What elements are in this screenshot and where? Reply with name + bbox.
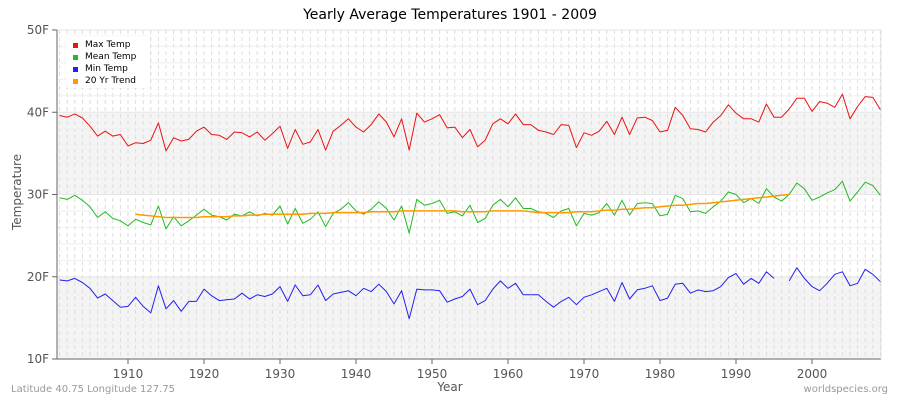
y-tick-label: 50F [27,23,49,37]
legend-item-trend: 20 Yr Trend [73,75,150,87]
y-axis-label: Temperature [10,154,24,231]
data-series [59,93,881,320]
x-axis-label: Year [437,380,463,394]
x-tick-label: 1970 [569,367,600,381]
x-tick-label: 1980 [645,367,676,381]
20-yr-trend-line [135,193,790,219]
min-temp-swatch-icon [73,66,78,72]
mean-temp-line [59,180,881,234]
legend-item-min-temp: Min Temp [73,63,150,75]
x-tick-label: 1960 [493,367,524,381]
max-temp-swatch-icon [73,42,78,48]
y-tick-label: 30F [27,188,49,202]
source-label: worldspecies.org [803,384,888,395]
legend-item-mean-temp: Mean Temp [73,51,150,63]
x-tick-label: 1930 [265,367,296,381]
chart-title: Yearly Average Temperatures 1901 - 2009 [303,7,597,23]
legend-item-max-temp: Max Temp [73,39,150,51]
y-tick-label: 10F [27,352,49,366]
x-tick-label: 1910 [113,367,144,381]
axes: 10F 20F 30F 40F 50F 1910 1920 1930 1940 1950 1960 1… [27,23,882,381]
x-tick-label: 1990 [721,367,752,381]
y-tick-label: 20F [27,270,49,284]
y-tick-label: 40F [27,105,49,119]
x-tick-label: 2000 [797,367,828,381]
x-tick-label: 1940 [341,367,372,381]
trend-swatch-icon [73,78,78,84]
location-label: Latitude 40.75 Longitude 127.75 [11,384,176,395]
max-temp-line [59,93,881,152]
x-tick-label: 1950 [417,367,448,381]
min-temp-line [59,271,775,320]
min-temp-line [788,267,881,292]
mean-temp-swatch-icon [73,54,78,60]
legend: Max Temp Mean Temp Min Temp 20 Yr Trend [66,36,150,88]
x-tick-label: 1920 [189,367,220,381]
